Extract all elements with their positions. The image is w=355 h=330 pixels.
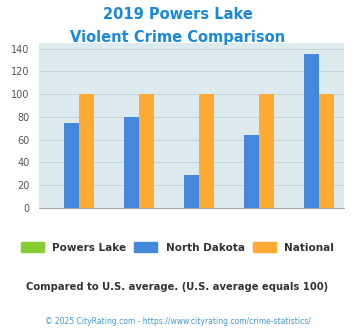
Bar	[319, 94, 334, 208]
Bar	[304, 54, 319, 208]
Text: 2019 Powers Lake: 2019 Powers Lake	[103, 7, 252, 21]
Bar	[244, 135, 259, 208]
Text: Violent Crime Comparison: Violent Crime Comparison	[70, 30, 285, 45]
Text: © 2025 CityRating.com - https://www.cityrating.com/crime-statistics/: © 2025 CityRating.com - https://www.city…	[45, 317, 310, 326]
Bar	[65, 122, 80, 208]
Bar	[80, 94, 94, 208]
Legend: Powers Lake, North Dakota, National: Powers Lake, North Dakota, National	[17, 238, 338, 257]
Bar	[139, 94, 154, 208]
Bar	[184, 175, 199, 208]
Bar	[124, 117, 139, 208]
Bar	[259, 94, 274, 208]
Bar	[199, 94, 214, 208]
Text: Compared to U.S. average. (U.S. average equals 100): Compared to U.S. average. (U.S. average …	[26, 282, 329, 292]
